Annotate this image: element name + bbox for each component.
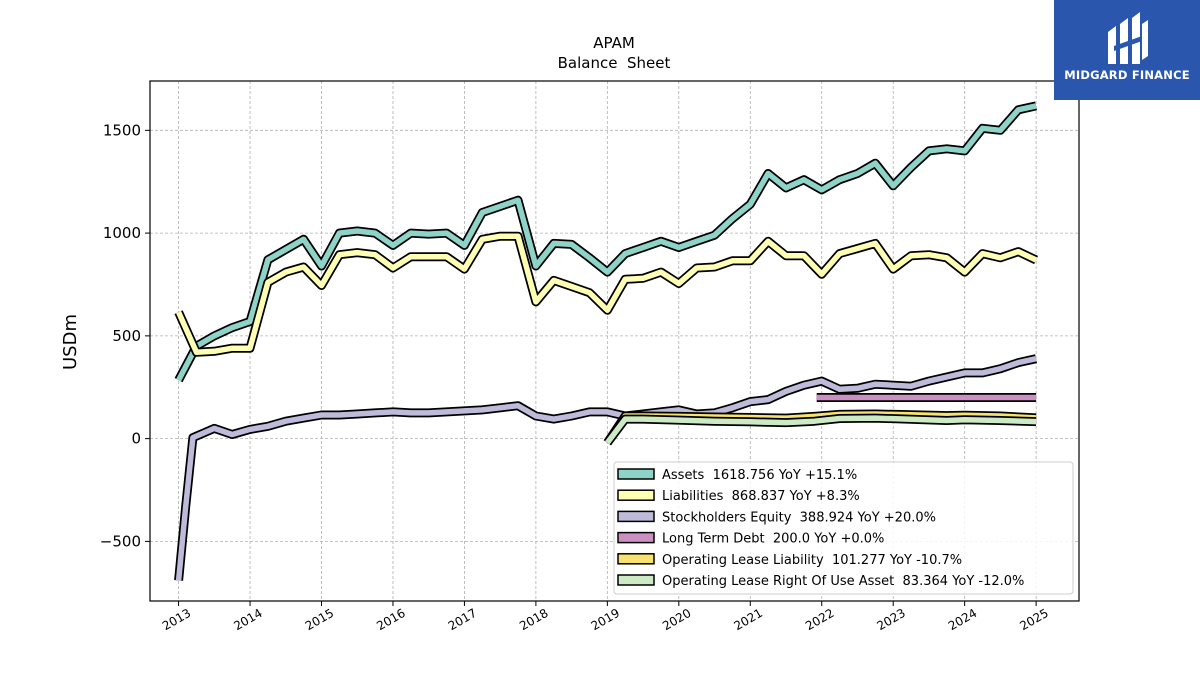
y-tick-label: 500 xyxy=(112,327,141,345)
series-line xyxy=(605,415,1037,445)
legend-label: Operating Lease Right Of Use Asset 83.36… xyxy=(662,574,1024,589)
x-tick-label: 2019 xyxy=(589,606,622,633)
logo-mark-icon xyxy=(1108,12,1148,64)
legend-label: Assets 1618.756 YoY +15.1% xyxy=(662,468,857,483)
x-tick-label: 2022 xyxy=(803,606,836,633)
logo-text: MIDGARD FINANCE xyxy=(1064,68,1190,82)
series-line xyxy=(176,233,1038,356)
series-stockholders-equity xyxy=(174,354,1038,581)
x-tick-label: 2025 xyxy=(1017,606,1050,633)
legend-label: Liabilities 868.837 YoY +8.3% xyxy=(662,489,860,504)
legend-item: Long Term Debt 200.0 YoY +0.0% xyxy=(617,531,884,547)
legend-swatch xyxy=(617,531,655,544)
legend-swatch xyxy=(617,489,655,501)
series-liabilities xyxy=(174,231,1039,357)
x-tick-label: 2018 xyxy=(517,606,550,633)
chart-subtitle: Balance Sheet xyxy=(558,54,671,72)
legend-item: Liabilities 868.837 YoY +8.3% xyxy=(617,489,860,504)
legend: Assets 1618.756 YoY +15.1% Liabilities 86… xyxy=(613,461,1074,595)
legend-swatch xyxy=(617,510,655,523)
series-operating-lease-right-of-use-asset xyxy=(603,413,1037,446)
plot-frame xyxy=(149,80,1080,602)
legend-item: Stockholders Equity 388.924 YoY +20.0% xyxy=(617,510,936,525)
y-axis-label: USDm xyxy=(60,314,81,370)
x-tick-label: 2021 xyxy=(732,606,765,633)
series-line xyxy=(176,103,1037,382)
x-tick-label: 2023 xyxy=(874,606,907,633)
legend-label: Stockholders Equity 388.924 YoY +20.0% xyxy=(662,510,936,525)
legend-label: Long Term Debt 200.0 YoY +0.0% xyxy=(662,532,884,547)
x-tick-label: 2016 xyxy=(374,606,407,633)
legend-swatch xyxy=(617,574,655,586)
legend-item: Assets 1618.756 YoY +15.1% xyxy=(617,468,857,483)
chart-title: APAM xyxy=(593,34,635,52)
legend-item: Operating Lease Liability 101.277 YoY -1… xyxy=(617,553,962,568)
series-lines xyxy=(174,101,1039,581)
x-tick-label: 2014 xyxy=(231,606,264,633)
y-tick-label: 0 xyxy=(131,430,141,448)
legend-item: Operating Lease Right Of Use Asset 83.36… xyxy=(617,574,1024,589)
x-tick-label: 2013 xyxy=(160,606,193,633)
legend-swatch xyxy=(617,553,655,565)
y-tick-label: 1000 xyxy=(103,224,141,242)
x-tick-label: 2024 xyxy=(946,606,979,633)
legend-box xyxy=(613,461,1074,595)
legend-swatch xyxy=(617,468,655,480)
y-tick-label: −500 xyxy=(100,532,141,550)
legend-label: Operating Lease Liability 101.277 YoY -1… xyxy=(662,553,962,568)
series-line xyxy=(175,356,1037,581)
x-tick-label: 2017 xyxy=(446,606,479,633)
x-tick-label: 2015 xyxy=(303,606,336,633)
midgard-finance-logo: MIDGARD FINANCE xyxy=(1054,0,1200,100)
series-assets xyxy=(174,101,1038,383)
x-tick-label: 2020 xyxy=(660,606,693,633)
y-tick-label: 1500 xyxy=(103,121,141,139)
